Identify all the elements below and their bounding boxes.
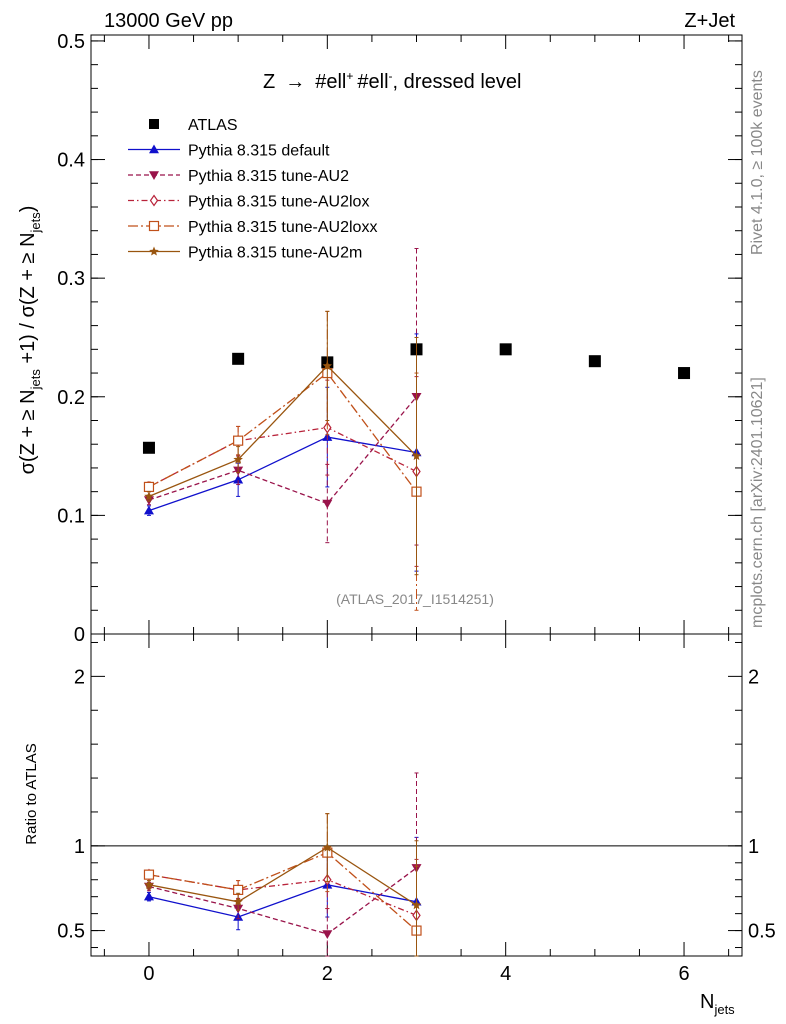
series-au2 <box>143 248 422 546</box>
data-point-au2m <box>233 454 243 464</box>
data-point-atlas <box>678 367 691 380</box>
legend-marker <box>149 246 159 256</box>
ratio-y-tick-label-right: 0.5 <box>748 921 776 943</box>
legend-marker <box>148 220 160 232</box>
legend-item-au2m: Pythia 8.315 tune-AU2m <box>128 245 362 262</box>
data-point-au2m <box>322 360 333 370</box>
data-point-au2m <box>411 451 422 461</box>
main-y-tick-label: 0 <box>74 624 85 646</box>
series-line-au2lox <box>148 874 417 916</box>
ratio-y-tick-label-right: 1 <box>748 836 759 858</box>
ratio-y-tick-label-right: 2 <box>748 666 759 688</box>
data-point-au2 <box>322 930 333 939</box>
data-point-au2m <box>144 491 154 501</box>
legend-label: Pythia 8.315 tune-AU2lox <box>188 194 369 211</box>
series-line-au2m <box>148 846 417 906</box>
series-line-au2loxx <box>148 372 418 493</box>
series-line-au2lox <box>148 426 417 488</box>
series-line-default <box>148 884 417 918</box>
legend-item-atlas: ATLAS <box>149 117 238 134</box>
legend-marker <box>149 171 159 180</box>
legend-label: Pythia 8.315 tune-AU2 <box>188 168 349 185</box>
series-line-au2 <box>148 396 417 505</box>
header-energy: 13000 GeV pp <box>104 10 233 32</box>
data-point-atlas <box>588 355 601 368</box>
data-point-au2m <box>411 900 422 910</box>
legend-label: Pythia 8.315 tune-AU2loxx <box>188 219 377 236</box>
series-line-au2m <box>148 364 417 498</box>
data-point-default <box>143 891 154 901</box>
data-point-atlas <box>499 343 512 356</box>
legend-label: ATLAS <box>188 117 238 134</box>
rivet-label: Rivet 4.1.0, ≥ 100k events <box>749 70 766 255</box>
series-au2m <box>144 813 422 957</box>
data-point-atlas <box>142 441 155 454</box>
legend-item-default: Pythia 8.315 default <box>128 143 330 160</box>
data-point-au2 <box>322 499 333 509</box>
main-title: Z → #ell+ #ell-, dressed level <box>263 69 521 93</box>
data-point-default <box>233 474 244 484</box>
series-au2lox <box>144 376 421 567</box>
ratio-y-tick-label: 0.5 <box>57 921 85 943</box>
analysis-watermark: (ATLAS_2017_I1514251) <box>336 591 494 607</box>
legend: ATLAS Pythia 8.315 default Pythia 8.315 tu… <box>128 117 377 262</box>
legend-label: Pythia 8.315 default <box>188 143 330 160</box>
data-point-default <box>143 505 154 515</box>
series-au2lox <box>144 850 421 957</box>
series-default <box>143 836 422 957</box>
data-point-au2loxx <box>233 435 244 446</box>
legend-marker <box>149 194 159 207</box>
data-point-au2m <box>233 896 243 906</box>
main-y-tick-label: 0.2 <box>57 387 85 409</box>
header-process: Z+Jet <box>684 10 735 32</box>
x-tick-label: 0 <box>143 963 154 985</box>
main-y-tick-label: 0.4 <box>57 150 85 172</box>
series-au2loxx <box>143 310 422 611</box>
data-point-au2m <box>322 842 333 852</box>
ratio-y-tick-label: 1 <box>74 836 85 858</box>
legend-marker <box>149 119 159 129</box>
series-au2m <box>144 310 422 576</box>
series-default <box>143 333 422 572</box>
ratio-y-axis-label: Ratio to ATLAS <box>23 743 40 844</box>
legend-item-au2lox: Pythia 8.315 tune-AU2lox <box>128 194 369 211</box>
main-y-tick-label: 0.1 <box>57 505 85 527</box>
ratio-plot-panel: 0.5 0.5 1 1 2 2 0 2 4 6 <box>57 633 776 985</box>
data-point-atlas <box>232 352 245 365</box>
legend-item-au2: Pythia 8.315 tune-AU2 <box>128 168 349 185</box>
mcplots-label: mcplots.cern.ch [arXiv:2401.10621] <box>749 377 766 628</box>
series-line-au2 <box>148 867 417 935</box>
x-tick-label: 2 <box>322 963 333 985</box>
main-y-tick-label: 0.3 <box>57 268 85 290</box>
legend-label: Pythia 8.315 tune-AU2m <box>188 245 362 262</box>
x-tick-label: 6 <box>678 963 689 985</box>
legend-item-au2loxx: Pythia 8.315 tune-AU2loxx <box>128 219 377 236</box>
ratio-y-tick-label: 2 <box>74 666 85 688</box>
data-point-au2m <box>144 879 154 889</box>
x-axis-label: Njets <box>700 991 735 1017</box>
main-plot-panel: 0 0.1 0.2 0.3 0.4 0.5 <box>57 31 743 646</box>
series-line-au2loxx <box>148 851 417 932</box>
series-au2 <box>143 772 422 957</box>
main-y-tick-label: 0.5 <box>57 31 85 53</box>
x-tick-label: 4 <box>500 963 511 985</box>
legend-marker <box>149 144 159 154</box>
main-y-axis-label: σ(Z + ≥ Njets +1) / σ(Z + ≥ Njets) <box>17 206 43 475</box>
data-point-au2loxx <box>143 481 155 493</box>
data-point-au2loxx <box>143 869 155 880</box>
series-line-default <box>148 436 417 512</box>
